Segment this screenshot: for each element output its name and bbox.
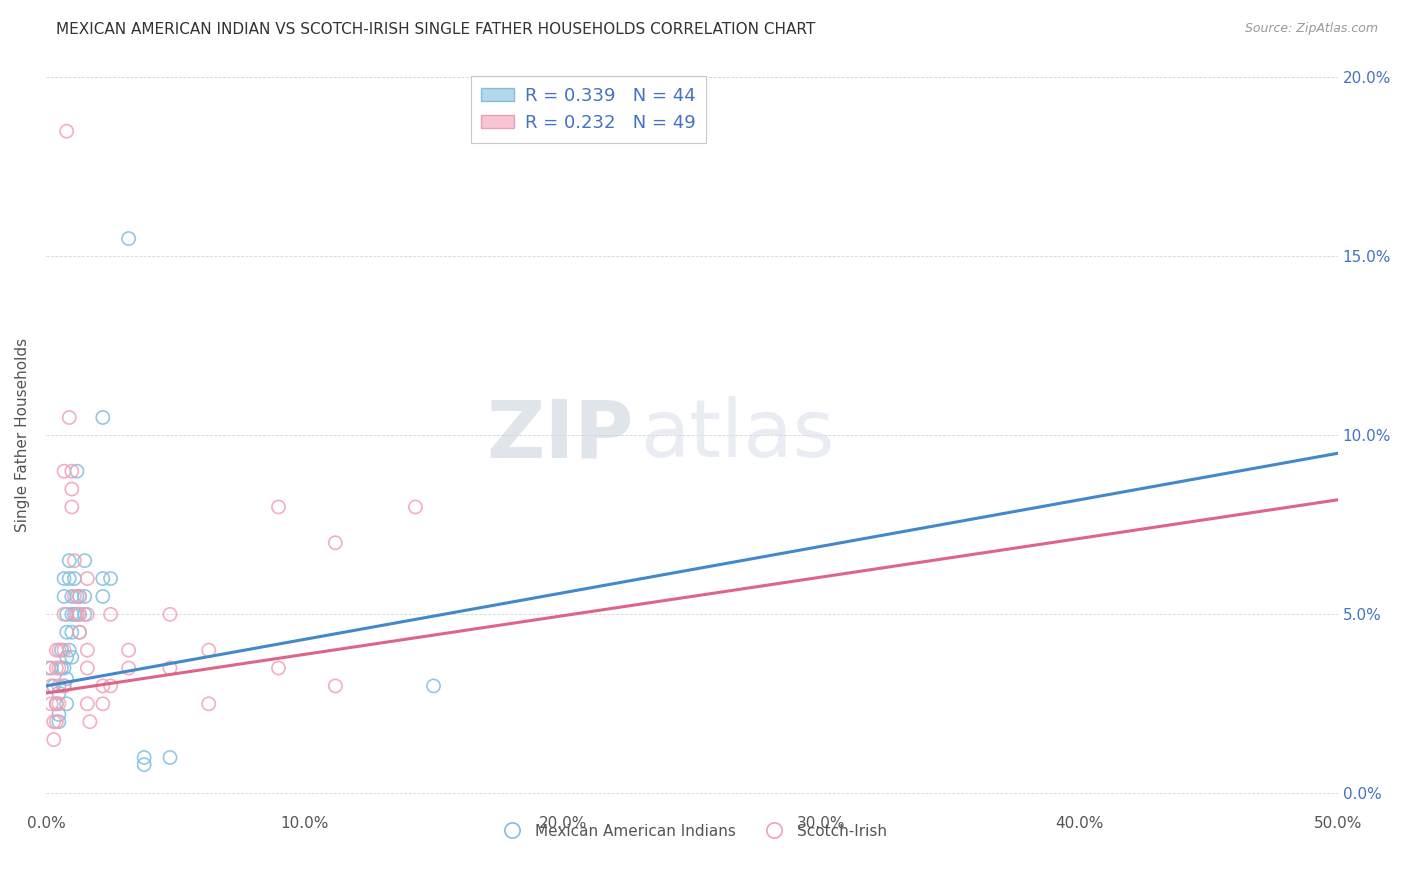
Point	[100, 572, 122, 586]
Legend: Mexican American Indians, Scotch-Irish: Mexican American Indians, Scotch-Irish	[491, 818, 893, 845]
Point	[159, 661, 181, 675]
Point	[39, 697, 62, 711]
Point	[53, 607, 76, 622]
Point	[197, 643, 219, 657]
Point	[117, 643, 139, 657]
Point	[267, 661, 290, 675]
Point	[63, 572, 86, 586]
Point	[45, 714, 67, 729]
Point	[39, 661, 62, 675]
Point	[76, 607, 98, 622]
Point	[58, 554, 80, 568]
Point	[48, 707, 70, 722]
Point	[69, 607, 91, 622]
Text: MEXICAN AMERICAN INDIAN VS SCOTCH-IRISH SINGLE FATHER HOUSEHOLDS CORRELATION CHA: MEXICAN AMERICAN INDIAN VS SCOTCH-IRISH …	[56, 22, 815, 37]
Point	[58, 572, 80, 586]
Point	[117, 231, 139, 245]
Point	[91, 697, 114, 711]
Point	[66, 464, 89, 478]
Point	[76, 572, 98, 586]
Point	[38, 661, 60, 675]
Point	[45, 697, 67, 711]
Point	[55, 124, 77, 138]
Point	[73, 554, 96, 568]
Point	[69, 590, 91, 604]
Point	[53, 590, 76, 604]
Point	[66, 607, 89, 622]
Point	[53, 464, 76, 478]
Point	[91, 410, 114, 425]
Point	[60, 500, 83, 514]
Point	[42, 732, 65, 747]
Point	[60, 625, 83, 640]
Point	[45, 661, 67, 675]
Point	[53, 572, 76, 586]
Point	[53, 679, 76, 693]
Y-axis label: Single Father Households: Single Father Households	[15, 338, 30, 533]
Point	[42, 714, 65, 729]
Point	[48, 679, 70, 693]
Point	[422, 679, 444, 693]
Point	[69, 590, 91, 604]
Point	[404, 500, 426, 514]
Point	[45, 697, 67, 711]
Point	[48, 714, 70, 729]
Point	[60, 607, 83, 622]
Point	[53, 643, 76, 657]
Point	[55, 650, 77, 665]
Point	[66, 590, 89, 604]
Point	[53, 679, 76, 693]
Point	[325, 679, 347, 693]
Point	[76, 661, 98, 675]
Point	[58, 410, 80, 425]
Point	[197, 697, 219, 711]
Point	[159, 750, 181, 764]
Point	[60, 650, 83, 665]
Point	[159, 607, 181, 622]
Point	[69, 625, 91, 640]
Point	[58, 643, 80, 657]
Point	[69, 625, 91, 640]
Point	[91, 679, 114, 693]
Point	[48, 643, 70, 657]
Point	[69, 607, 91, 622]
Point	[48, 697, 70, 711]
Point	[100, 607, 122, 622]
Point	[73, 607, 96, 622]
Point	[60, 464, 83, 478]
Point	[63, 554, 86, 568]
Point	[55, 672, 77, 686]
Point	[63, 607, 86, 622]
Point	[60, 590, 83, 604]
Point	[73, 590, 96, 604]
Text: ZIP: ZIP	[486, 396, 634, 475]
Point	[51, 661, 73, 675]
Point	[55, 697, 77, 711]
Point	[134, 750, 156, 764]
Text: atlas: atlas	[640, 396, 835, 475]
Point	[42, 679, 65, 693]
Point	[45, 643, 67, 657]
Point	[100, 679, 122, 693]
Point	[60, 482, 83, 496]
Point	[63, 590, 86, 604]
Point	[48, 686, 70, 700]
Point	[267, 500, 290, 514]
Point	[48, 661, 70, 675]
Point	[55, 607, 77, 622]
Point	[117, 661, 139, 675]
Point	[325, 535, 347, 549]
Point	[91, 572, 114, 586]
Point	[66, 607, 89, 622]
Point	[55, 625, 77, 640]
Text: Source: ZipAtlas.com: Source: ZipAtlas.com	[1244, 22, 1378, 36]
Point	[134, 757, 156, 772]
Point	[79, 714, 101, 729]
Point	[76, 643, 98, 657]
Point	[76, 697, 98, 711]
Point	[91, 590, 114, 604]
Point	[53, 661, 76, 675]
Point	[39, 679, 62, 693]
Point	[51, 643, 73, 657]
